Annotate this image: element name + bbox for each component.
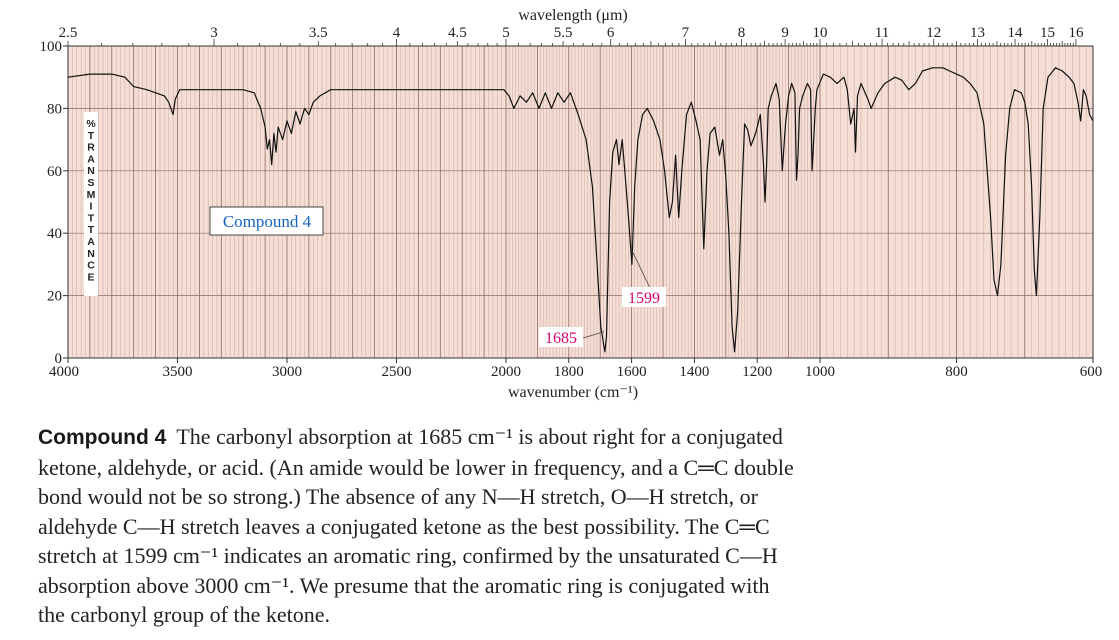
- y-tick-label: 100: [40, 39, 63, 55]
- y-tick-label: 0: [55, 351, 63, 367]
- spectrum-trace: [67, 67, 1094, 353]
- caption-line: The carbonyl absorption at 1685 cm⁻¹ is …: [176, 424, 783, 449]
- top-tick-label: 6: [607, 25, 615, 41]
- top-tick-label: 11: [875, 25, 889, 41]
- caption-line: bond would not be so strong.) The absenc…: [38, 484, 758, 509]
- top-tick-label: 16: [1068, 25, 1084, 41]
- top-axis-title: wavelength (μm): [518, 7, 627, 24]
- caption-label: Compound 4: [38, 426, 167, 449]
- caption-line: absorption above 3000 cm⁻¹. We presume t…: [38, 572, 770, 598]
- top-tick-label: 9: [781, 25, 789, 41]
- top-tick-label: 3: [210, 25, 218, 41]
- x-tick-label: 4000: [49, 364, 79, 380]
- x-tick-label: 1600: [617, 364, 647, 380]
- x-tick-label: 1200: [742, 364, 772, 380]
- top-tick-label: 15: [1040, 25, 1055, 41]
- y-tick-label: 40: [47, 226, 62, 242]
- x-axis-ticks: 4000 3500 3000 2500 2000 1800 1600 1400 1200 1000…: [49, 358, 1102, 380]
- y-axis-title: % T R A N S M I T T A N C E: [84, 112, 98, 296]
- plot-background: [68, 46, 1093, 358]
- x-tick-label: 800: [945, 364, 968, 380]
- caption-line: the carbonyl group of the ketone.: [38, 602, 331, 627]
- peak-annotations: 1685 1599: [539, 250, 666, 347]
- top-tick-label: 3.5: [309, 25, 328, 41]
- top-tick-label: 4: [393, 25, 401, 41]
- top-tick-label: 5: [502, 25, 510, 41]
- caption-line: stretch at 1599 cm⁻¹ indicates an aromat…: [38, 543, 778, 568]
- y-tick-label: 20: [47, 289, 62, 305]
- x-tick-label: 1000: [805, 364, 835, 380]
- compound-label: Compound 4: [223, 212, 312, 231]
- top-tick-label: 10: [813, 25, 828, 41]
- top-tick-label: 5.5: [554, 25, 573, 41]
- x-tick-label: 2500: [382, 364, 412, 380]
- top-tick-label: 2.5: [59, 25, 78, 41]
- top-tick-label: 13: [970, 25, 985, 41]
- figure-caption: Compound 4 The carbonyl absorption at 168…: [38, 422, 938, 630]
- caption-text: The carbonyl absorption at 1685 cm⁻¹ is …: [38, 424, 794, 627]
- annotation-1599: 1599: [628, 290, 660, 307]
- x-tick-label: 600: [1080, 364, 1103, 380]
- top-tick-label: 7: [682, 25, 690, 41]
- top-tick-label: 8: [738, 25, 746, 41]
- x-tick-label: 1400: [679, 364, 709, 380]
- x-tick-label: 3000: [272, 364, 302, 380]
- x-tick-label: 1800: [554, 364, 584, 380]
- y-axis-ticks: 0 20 40 60 80 100: [40, 39, 68, 367]
- plot-frame: [67, 45, 1094, 359]
- compound-label-box: Compound 4: [209, 206, 324, 236]
- caption-line: ketone, aldehyde, or acid. (An amide wou…: [38, 454, 794, 480]
- x-tick-label: 3500: [163, 364, 193, 380]
- x-axis-title: wavenumber (cm⁻¹): [508, 384, 638, 401]
- top-axis-ticks: 2.5 3 3.5 4 4.5 5 5.5 6 7 8 9 10 11 12 13 14 15 16: [59, 25, 1084, 46]
- y-axis-title-text: % T R A N S M I T T A N C E: [86, 118, 96, 283]
- y-tick-label: 60: [47, 164, 62, 180]
- top-tick-label: 14: [1008, 25, 1024, 41]
- caption-line: aldehyde C—H stretch leaves a conjugated…: [38, 513, 770, 539]
- top-tick-label: 4.5: [448, 25, 467, 41]
- x-tick-label: 2000: [491, 364, 521, 380]
- y-tick-label: 80: [47, 101, 62, 117]
- top-tick-label: 12: [926, 25, 941, 41]
- annotation-1685: 1685: [545, 330, 577, 347]
